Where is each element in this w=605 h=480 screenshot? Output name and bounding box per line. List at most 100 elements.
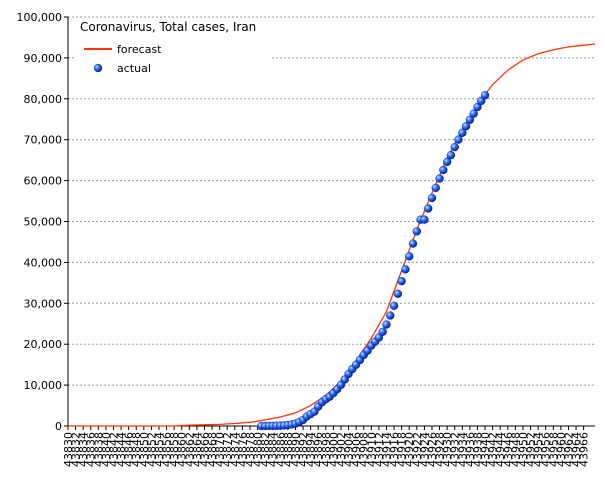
actual-point — [473, 102, 482, 112]
x-tick-label: 43956 — [540, 432, 553, 467]
x-tick-label: 43840 — [100, 432, 113, 467]
x-tick-label: 43908 — [358, 432, 371, 467]
x-tick-label: 43834 — [77, 432, 90, 467]
actual-point — [412, 227, 421, 236]
x-tick-label: 43874 — [229, 432, 242, 467]
actual-point — [450, 142, 459, 152]
x-tick-label: 43872 — [221, 432, 234, 467]
x-tick-label: 43878 — [244, 432, 257, 467]
actual-point — [442, 157, 452, 166]
y-tick-label: 90,000 — [24, 52, 63, 65]
x-tick-label: 43858 — [168, 432, 181, 467]
actual-point — [469, 109, 478, 118]
x-tick-label: 43942 — [487, 432, 500, 467]
x-tick-label: 43844 — [115, 432, 128, 467]
x-tick-label: 43960 — [555, 432, 568, 467]
x-tick-label: 43888 — [282, 432, 295, 467]
x-tick-label: 43930 — [441, 432, 454, 467]
x-tick-label: 43938 — [471, 432, 484, 467]
actual-point — [382, 320, 391, 329]
x-tick-label: 43924 — [418, 432, 431, 467]
x-tick-label: 43898 — [320, 432, 333, 467]
actual-point — [427, 193, 437, 203]
x-tick-label: 43948 — [509, 432, 522, 467]
x-tick-label: 43852 — [145, 432, 158, 467]
legend-marker — [93, 63, 103, 73]
actual-point — [389, 301, 399, 310]
y-tick-label: 100,000 — [17, 11, 63, 24]
x-tick-label: 43920 — [403, 432, 416, 467]
x-tick-label: 43910 — [365, 432, 378, 467]
x-tick-label: 43848 — [130, 432, 143, 467]
x-tick-label: 43912 — [373, 432, 386, 467]
actual-point — [465, 115, 475, 124]
legend-label: forecast — [117, 43, 162, 56]
x-tick-label: 43944 — [494, 432, 507, 467]
x-tick-label: 43864 — [191, 432, 204, 467]
x-tick-label: 43886 — [274, 432, 287, 467]
y-tick-label: 70,000 — [24, 134, 63, 147]
x-tick-label: 43846 — [123, 432, 136, 467]
y-tick-label: 60,000 — [24, 175, 63, 188]
x-tick-label: 43856 — [161, 432, 174, 467]
y-tick-label: 20,000 — [24, 338, 63, 351]
x-tick-label: 43950 — [517, 432, 530, 467]
x-tick-label: 43936 — [464, 432, 477, 467]
x-tick-label: 43952 — [525, 432, 538, 467]
x-tick-label: 43892 — [297, 432, 310, 467]
x-tick-label: 43926 — [426, 432, 439, 467]
actual-point — [374, 333, 384, 342]
x-tick-label: 43934 — [456, 432, 469, 467]
x-tick-label: 43916 — [388, 432, 401, 467]
actual-point — [454, 135, 463, 144]
x-tick-label: 43836 — [85, 432, 98, 467]
actual-point — [405, 252, 414, 261]
x-tick-label: 43838 — [92, 432, 105, 467]
y-tick-label: 10,000 — [24, 379, 63, 392]
x-tick-label: 43894 — [305, 432, 318, 467]
x-tick-label: 43842 — [107, 432, 120, 467]
x-tick-label: 43866 — [198, 432, 211, 467]
x-tick-label: 43850 — [138, 432, 151, 467]
x-tick-label: 43880 — [252, 432, 265, 467]
actual-point — [446, 151, 456, 160]
actual-point — [439, 165, 448, 175]
x-tick-label: 43932 — [449, 432, 462, 467]
x-tick-label: 43868 — [206, 432, 219, 467]
x-tick-label: 43902 — [335, 432, 348, 467]
x-tick-label: 43946 — [502, 432, 515, 467]
x-tick-label: 43884 — [267, 432, 280, 467]
y-tick-label: 80,000 — [24, 93, 63, 106]
x-tick-label: 43882 — [259, 432, 272, 467]
legend-label: actual — [117, 62, 151, 75]
x-tick-label: 43954 — [532, 432, 545, 467]
x-tick-label: 43966 — [578, 432, 591, 467]
x-tick-label: 43890 — [289, 432, 302, 467]
actual-point — [461, 122, 471, 131]
x-tick-label: 43830 — [62, 432, 75, 467]
x-tick-label: 43876 — [236, 432, 249, 467]
x-tick-label: 43832 — [70, 432, 83, 467]
x-tick-label: 43904 — [343, 432, 356, 467]
chart-title: Coronavirus, Total cases, Iran — [80, 20, 256, 34]
y-tick-label: 0 — [55, 420, 62, 433]
actual-point — [431, 183, 440, 193]
actual-point — [386, 311, 395, 320]
x-tick-label: 43870 — [214, 432, 227, 467]
x-tick-label: 43922 — [411, 432, 424, 467]
y-tick-label: 30,000 — [24, 297, 63, 310]
y-tick-label: 40,000 — [24, 256, 63, 269]
actual-point — [378, 327, 387, 336]
actual-point — [401, 265, 410, 274]
forecast-line — [68, 43, 596, 427]
actual-point — [458, 128, 467, 137]
x-tick-label: 43896 — [312, 432, 325, 467]
actual-point — [408, 239, 418, 248]
x-tick-label: 43906 — [350, 432, 363, 467]
x-tick-label: 43928 — [434, 432, 447, 467]
actual-point — [393, 289, 402, 298]
actual-point — [397, 277, 406, 286]
x-tick-label: 43914 — [380, 432, 393, 467]
x-tick-label: 43940 — [479, 432, 492, 467]
